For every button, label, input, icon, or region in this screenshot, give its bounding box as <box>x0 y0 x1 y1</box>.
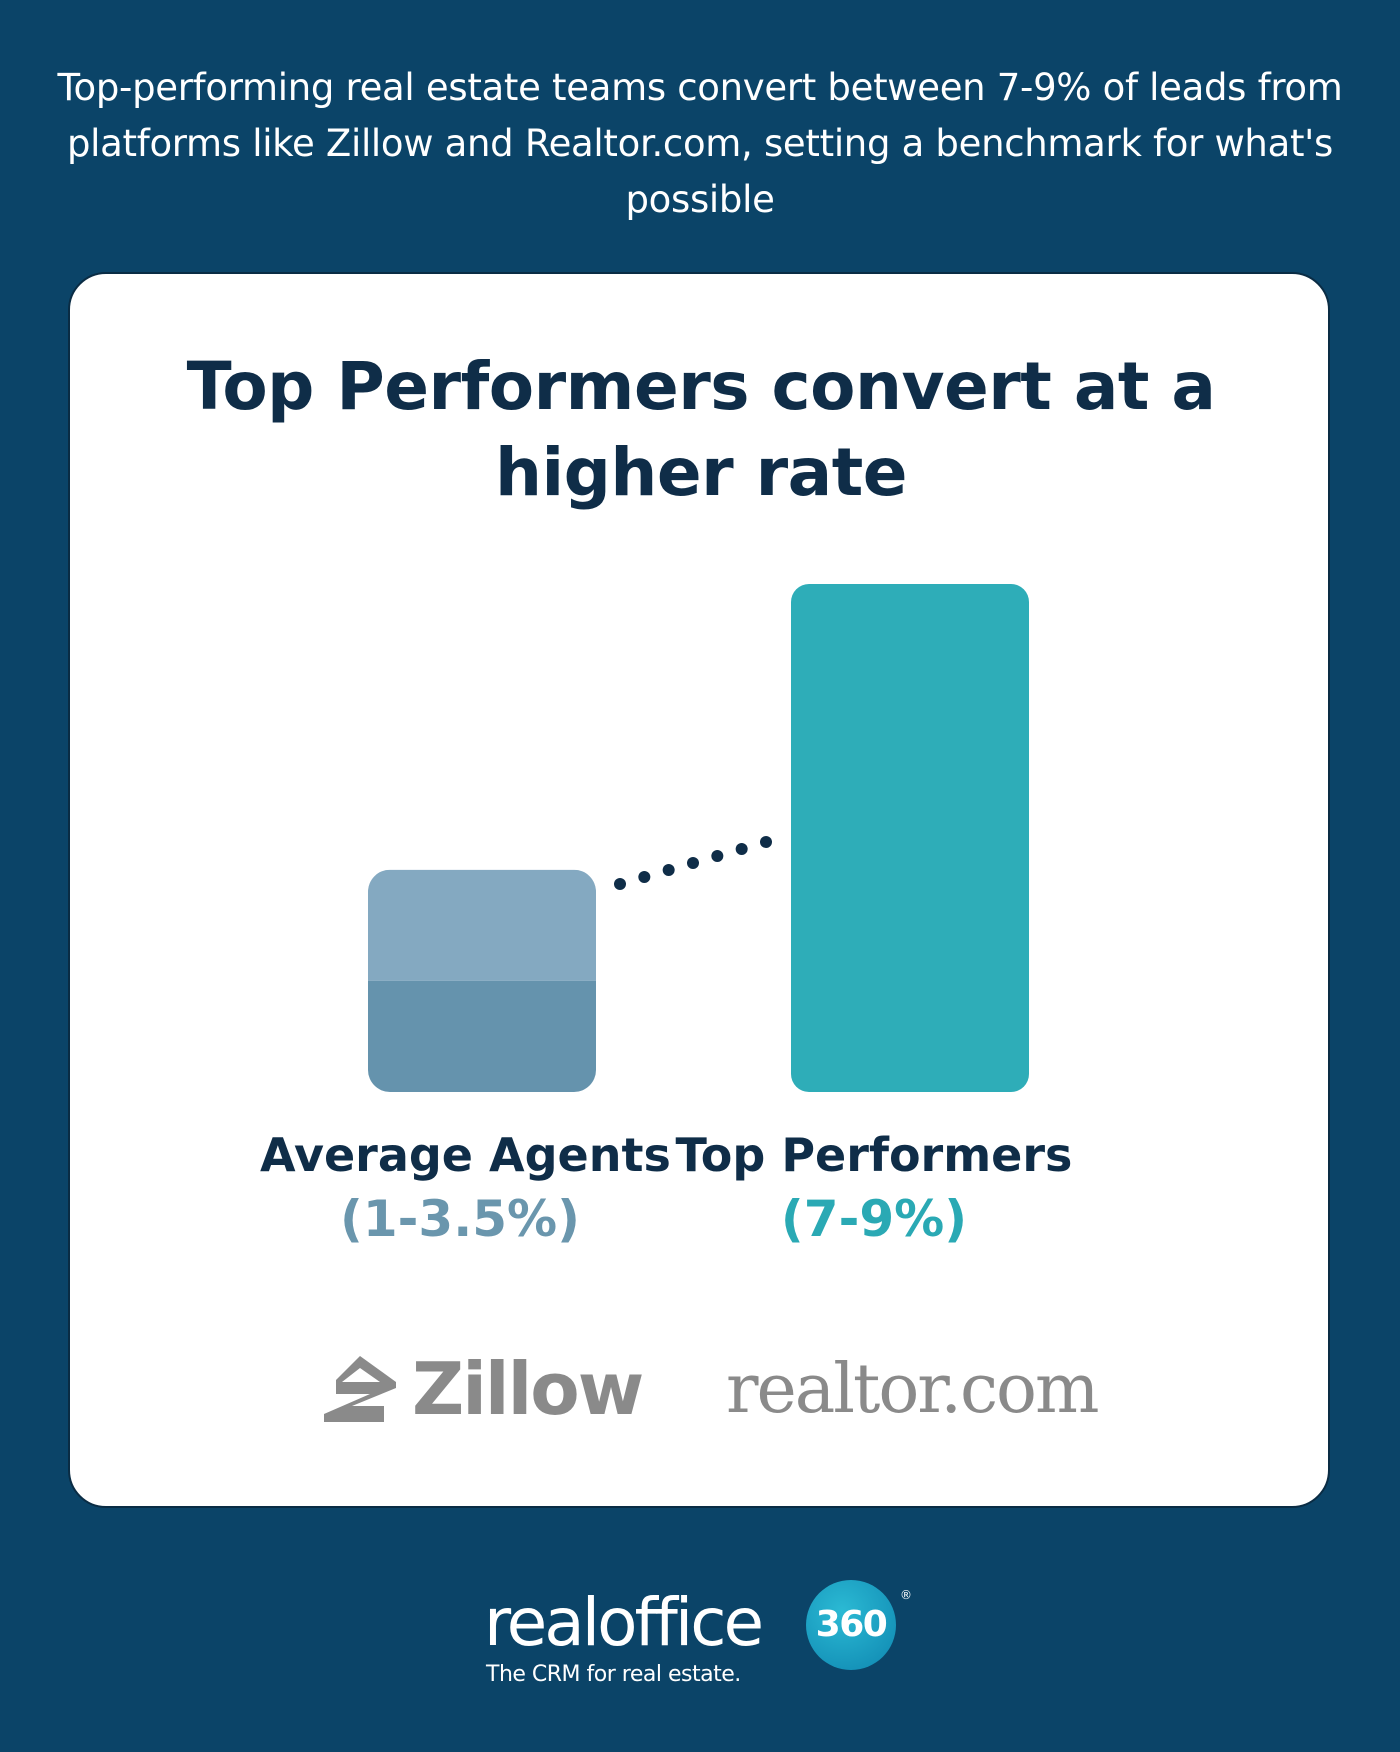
brand-logo: realoffice 360 ® The CRM for real estate… <box>484 1580 924 1690</box>
zillow-wordmark: Zillow <box>412 1347 644 1431</box>
connector-dot <box>638 871 651 883</box>
bar-average-agents-lower <box>368 980 596 1092</box>
realtor-logo: realtor.com <box>726 1344 1099 1434</box>
zillow-house-icon <box>324 1356 396 1422</box>
brand-tagline: The CRM for real estate. <box>486 1662 741 1687</box>
category-label-top-performers: Top Performers (7-9%) <box>674 1126 1074 1254</box>
connector-dot <box>760 836 772 848</box>
bars-layer <box>368 584 1029 1092</box>
brand-badge: 360 <box>806 1580 896 1670</box>
brand-name: realoffice <box>484 1584 764 1661</box>
bar-average-agents <box>368 869 596 1092</box>
category-range: (7-9%) <box>780 1190 968 1248</box>
chart-card: Top Performers convert at a higher rate … <box>68 272 1330 1508</box>
bar-average-agents-upper <box>368 869 596 981</box>
connector-dot <box>711 850 724 862</box>
category-name: Top Performers <box>675 1128 1073 1182</box>
chart-title: Top Performers convert at a higher rate <box>186 348 1216 511</box>
dotted-connector <box>614 836 772 890</box>
connector-dot <box>735 843 748 855</box>
zillow-logo: Zillow <box>322 1344 644 1434</box>
headline: Top-performing real estate teams convert… <box>57 66 1343 221</box>
connector-dot <box>662 864 675 876</box>
bar-chart <box>368 584 1029 1092</box>
connector-dot <box>614 878 626 890</box>
registered-mark: ® <box>900 1588 912 1602</box>
category-range: (1-3.5%) <box>340 1190 580 1248</box>
bar-top-performers <box>791 584 1029 1092</box>
connector-dot <box>687 857 699 869</box>
realtor-wordmark: realtor.com <box>726 1349 1099 1429</box>
category-name: Average Agents <box>260 1128 671 1182</box>
category-label-average-agents: Average Agents (1-3.5%) <box>260 1126 671 1254</box>
